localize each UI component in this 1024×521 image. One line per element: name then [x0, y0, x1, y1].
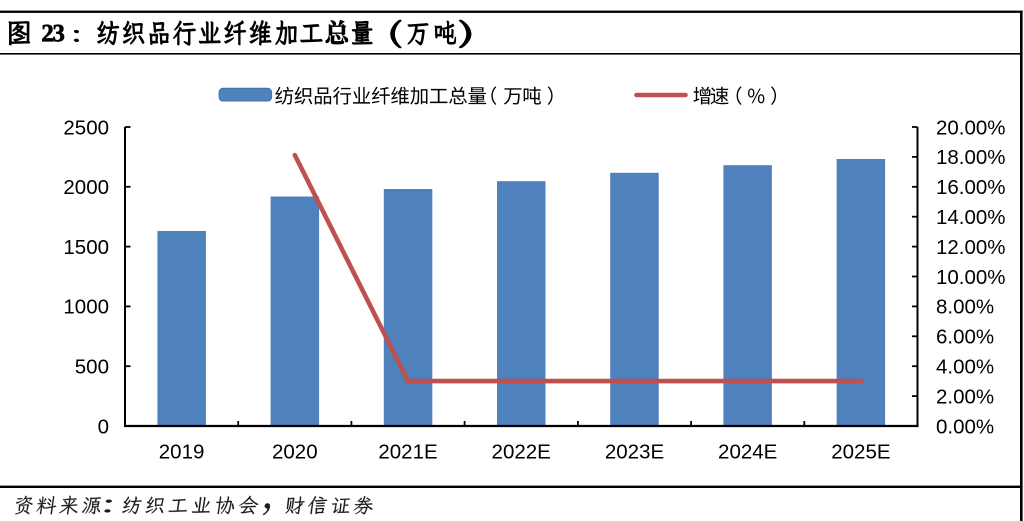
- svg-text:500: 500: [75, 356, 109, 379]
- svg-text:6.00%: 6.00%: [936, 326, 994, 349]
- svg-text:14.00%: 14.00%: [936, 206, 1006, 229]
- svg-text:2021E: 2021E: [378, 440, 437, 463]
- svg-text:2020: 2020: [272, 440, 318, 463]
- svg-text:2022E: 2022E: [492, 440, 551, 463]
- svg-text:8.00%: 8.00%: [936, 296, 994, 319]
- svg-text:0.00%: 0.00%: [936, 415, 994, 438]
- svg-text:2.00%: 2.00%: [936, 385, 994, 408]
- svg-text:4.00%: 4.00%: [936, 356, 994, 379]
- svg-text:16.00%: 16.00%: [936, 176, 1006, 199]
- svg-text:2024E: 2024E: [718, 440, 777, 463]
- svg-text:1000: 1000: [63, 296, 109, 319]
- svg-text:18.00%: 18.00%: [936, 146, 1006, 169]
- svg-text:12.00%: 12.00%: [936, 236, 1006, 259]
- svg-text:2019: 2019: [159, 440, 205, 463]
- svg-text:10.00%: 10.00%: [936, 266, 1006, 289]
- svg-text:1500: 1500: [63, 236, 109, 259]
- svg-text:20.00%: 20.00%: [936, 116, 1006, 139]
- svg-text:2000: 2000: [63, 176, 109, 199]
- svg-text:2023E: 2023E: [605, 440, 664, 463]
- svg-text:2500: 2500: [63, 116, 109, 139]
- svg-text:2025E: 2025E: [831, 440, 890, 463]
- svg-text:0: 0: [98, 415, 109, 438]
